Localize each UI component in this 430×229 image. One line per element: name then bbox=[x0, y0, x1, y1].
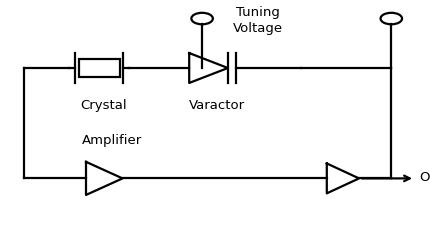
Text: Varactor: Varactor bbox=[189, 98, 245, 112]
Text: Output: Output bbox=[419, 170, 430, 183]
Text: Crystal: Crystal bbox=[80, 98, 126, 112]
Text: Tuning
Voltage: Tuning Voltage bbox=[233, 6, 283, 35]
Text: Amplifier: Amplifier bbox=[82, 133, 142, 146]
Bar bbox=[79, 60, 120, 78]
